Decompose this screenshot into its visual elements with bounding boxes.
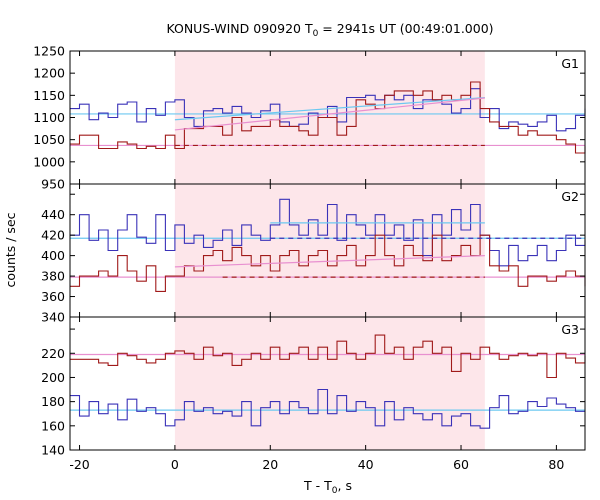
x-tick-label: 20 (262, 457, 278, 472)
red-fit-line (174, 255, 485, 268)
x-tick-label: 40 (358, 457, 374, 472)
y-tick-label: 200 (41, 370, 65, 385)
y-tick-label: 340 (41, 310, 65, 325)
y-tick-label: 420 (41, 228, 65, 243)
panel-label: G2 (561, 189, 579, 204)
highlight-interval (174, 184, 485, 317)
y-tick-label: 160 (41, 418, 65, 433)
x-label-tail: , s (338, 478, 352, 493)
x-axis-label: T - T0, s (303, 478, 352, 496)
y-tick-label: 360 (41, 289, 65, 304)
title-main: KONUS-WIND 090920 T (166, 21, 312, 36)
y-tick-label: 1100 (33, 110, 65, 125)
y-tick-label: 950 (41, 177, 65, 192)
x-tick-label: 60 (453, 457, 469, 472)
title-tail: = 2941s UT (00:49:01.000) (318, 21, 493, 36)
panel-label: G1 (561, 56, 579, 71)
panel-g1: 950 1000 1050 1100 1150 1200 1250 G1 (33, 44, 586, 192)
red-series (70, 334, 586, 379)
y-tick-label: 380 (41, 269, 65, 284)
x-tick-label: -20 (69, 457, 89, 472)
y-tick-label: 1150 (33, 88, 65, 103)
y-tick-label: 1050 (33, 132, 65, 147)
y-tick-label: 440 (41, 207, 65, 222)
panel-g2: 340 360 380 400 420 440 G2 (41, 183, 586, 325)
panel-g3: 140 160 180 200 220 G3 (41, 316, 586, 458)
y-tick-label: 180 (41, 394, 65, 409)
y-tick-label: 220 (41, 346, 65, 361)
panels: 950 1000 1050 1100 1150 1200 1250 G1 340 360 380 40… (33, 44, 586, 458)
x-tick-label: 80 (548, 457, 564, 472)
y-tick-label: 1000 (33, 154, 65, 169)
y-tick-label: 140 (41, 443, 65, 458)
title-subscript: 0 (313, 29, 319, 39)
x-axis-ticks: -20 0 20 40 60 80 (69, 457, 564, 472)
blue-series (70, 388, 585, 429)
red-fit-line (174, 97, 485, 131)
x-label-main: T - T (303, 478, 332, 493)
panel-label: G3 (561, 322, 579, 337)
highlight-interval (174, 317, 485, 450)
y-axis-label: counts / sec (3, 212, 18, 287)
red-series (70, 81, 586, 154)
y-tick-label: 1250 (33, 44, 65, 59)
red-series (70, 234, 586, 292)
x-label-subscript: 0 (332, 486, 338, 496)
chart-title: KONUS-WIND 090920 T0 = 2941s UT (00:49:0… (166, 21, 493, 39)
x-tick-label: 0 (171, 457, 179, 472)
blue-fit-line (174, 96, 485, 121)
y-tick-label: 400 (41, 248, 65, 263)
y-tick-label: 1200 (33, 66, 65, 81)
panel-frame (69, 316, 586, 451)
